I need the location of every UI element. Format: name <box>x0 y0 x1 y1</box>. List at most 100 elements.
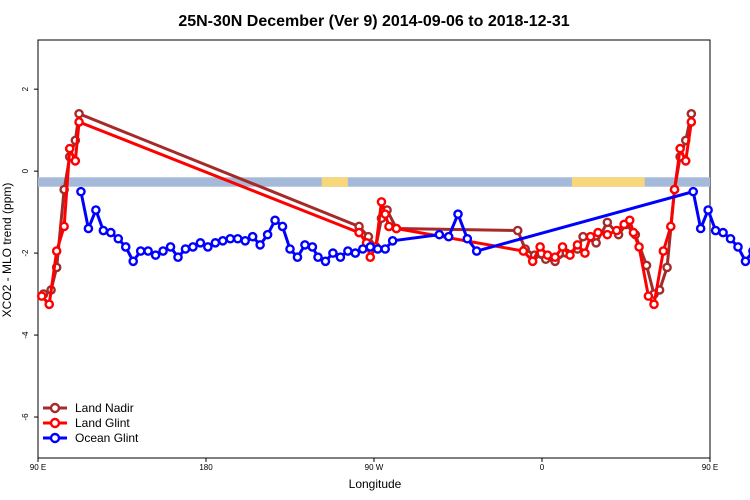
legend-label: Land Glint <box>75 416 130 430</box>
data-point <box>262 229 273 240</box>
data-point <box>203 242 213 252</box>
legend-label: Land Nadir <box>75 401 134 415</box>
data-point <box>143 246 153 256</box>
data-point <box>210 238 221 248</box>
data-point <box>391 223 402 234</box>
data-point <box>158 246 168 256</box>
band-ocean <box>38 177 710 187</box>
data-point <box>300 240 310 250</box>
legend-label: Ocean Glint <box>75 431 139 445</box>
band-land-0 <box>321 177 348 187</box>
y-axis-label: XCO2 - MLO trend (ppm) <box>0 183 14 318</box>
data-point <box>518 246 529 256</box>
data-point <box>376 197 387 207</box>
legend-item: Land Nadir <box>43 401 134 415</box>
data-point <box>98 225 109 236</box>
legend-item: Ocean Glint <box>43 431 139 445</box>
data-point <box>135 246 146 256</box>
series-ocean-glint <box>76 186 750 267</box>
data-point <box>343 246 353 256</box>
data-point <box>649 299 659 310</box>
data-point <box>387 236 398 246</box>
data-point <box>232 233 243 244</box>
data-point <box>76 186 86 197</box>
data-point <box>380 244 391 254</box>
band-land-1 <box>571 177 645 187</box>
y-tick-label: -4 <box>21 331 30 339</box>
data-point <box>624 215 635 226</box>
data-point <box>550 252 560 262</box>
data-point <box>611 225 622 236</box>
x-tick-label: 90 E <box>30 463 46 472</box>
legend-item: Land Glint <box>43 416 130 430</box>
data-point <box>372 244 383 254</box>
data-point <box>335 252 346 262</box>
data-point <box>285 244 295 254</box>
data-point <box>443 231 454 242</box>
data-point <box>380 209 391 219</box>
x-tick-label: 0 <box>540 463 545 472</box>
series-line <box>40 120 693 306</box>
data-point <box>658 246 669 256</box>
data-point <box>313 252 323 262</box>
data-point <box>535 242 545 252</box>
data-point <box>354 227 364 238</box>
data-point <box>365 252 376 262</box>
data-point <box>365 242 376 252</box>
data-point <box>74 108 84 119</box>
data-point <box>384 221 394 232</box>
data-point <box>307 242 318 252</box>
data-point <box>686 108 697 119</box>
data-point <box>669 184 680 195</box>
legend-swatch-marker <box>49 432 61 444</box>
data-point <box>666 221 676 232</box>
data-point <box>113 233 124 244</box>
data-point <box>51 246 62 256</box>
data-point <box>150 250 161 260</box>
data-point <box>225 233 236 244</box>
data-point <box>557 242 568 252</box>
data-point <box>277 221 288 232</box>
data-point <box>44 299 55 310</box>
data-point <box>434 229 445 240</box>
data-point <box>70 156 81 166</box>
data-point <box>180 244 191 254</box>
data-point <box>602 217 613 228</box>
data-point <box>591 238 601 248</box>
data-point <box>725 233 736 244</box>
data-point <box>580 248 590 258</box>
data-point <box>217 236 228 246</box>
x-tick-label: 90 W <box>365 463 384 472</box>
data-point <box>686 117 697 127</box>
data-point <box>91 205 101 215</box>
y-tick-label: -6 <box>21 413 30 421</box>
series-group <box>36 108 750 310</box>
data-point <box>718 227 728 238</box>
data-point <box>120 242 131 252</box>
data-point <box>542 250 553 260</box>
x-tick-label: 180 <box>199 463 213 472</box>
y-tick-label: 2 <box>21 86 30 91</box>
data-point <box>471 246 482 256</box>
legend-swatch-marker <box>49 417 61 429</box>
data-point <box>602 229 613 240</box>
data-point <box>247 231 258 242</box>
data-point <box>106 227 116 238</box>
data-point <box>462 233 473 244</box>
data-point <box>59 221 69 232</box>
x-axis-label: Longitude <box>349 477 402 491</box>
chart-title: 25N-30N December (Ver 9) 2014-09-06 to 2… <box>178 13 569 30</box>
y-axis-ticks: 2 0 -2 -4 -6 <box>21 86 38 421</box>
legend-swatch-marker <box>49 402 61 414</box>
data-point <box>710 225 721 236</box>
data-point <box>662 262 672 273</box>
data-point <box>328 248 338 258</box>
data-point <box>64 143 75 154</box>
data-point <box>680 156 691 166</box>
data-point <box>643 291 654 301</box>
data-point <box>270 215 280 226</box>
data-point <box>733 242 743 252</box>
series-line <box>42 112 693 296</box>
